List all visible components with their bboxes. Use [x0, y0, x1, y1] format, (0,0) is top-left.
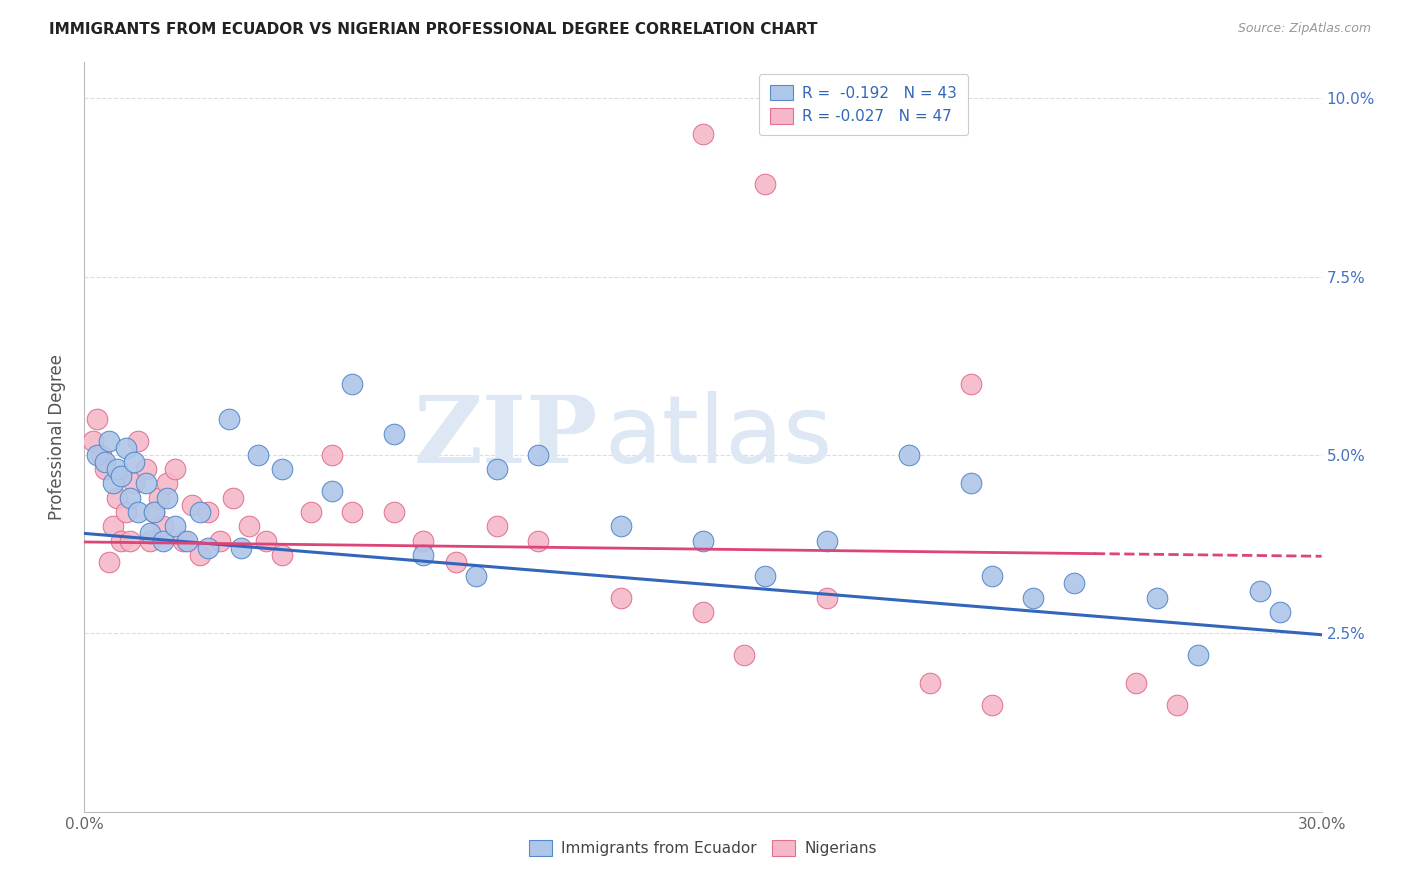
Point	[156, 491, 179, 505]
Point	[135, 462, 157, 476]
Point	[143, 505, 166, 519]
Point	[229, 541, 252, 555]
Point	[188, 548, 211, 562]
Point	[527, 533, 550, 548]
Point	[485, 519, 508, 533]
Point	[321, 483, 343, 498]
Point	[152, 533, 174, 548]
Point	[118, 533, 141, 548]
Text: atlas: atlas	[605, 391, 832, 483]
Point	[165, 462, 187, 476]
Point	[382, 426, 405, 441]
Point	[222, 491, 245, 505]
Text: Source: ZipAtlas.com: Source: ZipAtlas.com	[1237, 22, 1371, 36]
Text: IMMIGRANTS FROM ECUADOR VS NIGERIAN PROFESSIONAL DEGREE CORRELATION CHART: IMMIGRANTS FROM ECUADOR VS NIGERIAN PROF…	[49, 22, 818, 37]
Legend: Immigrants from Ecuador, Nigerians: Immigrants from Ecuador, Nigerians	[522, 833, 884, 864]
Point	[609, 519, 631, 533]
Point	[980, 569, 1002, 583]
Point	[127, 434, 149, 448]
Point	[754, 177, 776, 191]
Point	[197, 505, 219, 519]
Point	[1063, 576, 1085, 591]
Y-axis label: Professional Degree: Professional Degree	[48, 354, 66, 520]
Point	[754, 569, 776, 583]
Point	[815, 533, 838, 548]
Point	[114, 505, 136, 519]
Point	[692, 127, 714, 141]
Point	[135, 476, 157, 491]
Point	[1125, 676, 1147, 690]
Point	[898, 448, 921, 462]
Point	[152, 519, 174, 533]
Point	[218, 412, 240, 426]
Point	[815, 591, 838, 605]
Point	[609, 591, 631, 605]
Point	[342, 376, 364, 391]
Point	[98, 555, 121, 569]
Point	[172, 533, 194, 548]
Point	[960, 476, 983, 491]
Point	[485, 462, 508, 476]
Point	[156, 476, 179, 491]
Point	[733, 648, 755, 662]
Point	[176, 533, 198, 548]
Text: ZIP: ZIP	[413, 392, 598, 482]
Point	[82, 434, 104, 448]
Point	[960, 376, 983, 391]
Point	[246, 448, 269, 462]
Point	[197, 541, 219, 555]
Point	[1022, 591, 1045, 605]
Point	[94, 462, 117, 476]
Point	[527, 448, 550, 462]
Point	[321, 448, 343, 462]
Point	[139, 526, 162, 541]
Point	[692, 533, 714, 548]
Point	[188, 505, 211, 519]
Point	[271, 548, 294, 562]
Point	[209, 533, 232, 548]
Point	[86, 448, 108, 462]
Point	[90, 448, 112, 462]
Point	[86, 412, 108, 426]
Point	[271, 462, 294, 476]
Point	[412, 548, 434, 562]
Point	[103, 476, 125, 491]
Point	[465, 569, 488, 583]
Point	[94, 455, 117, 469]
Point	[412, 533, 434, 548]
Point	[105, 491, 128, 505]
Point	[180, 498, 202, 512]
Point	[114, 441, 136, 455]
Point	[118, 491, 141, 505]
Point	[238, 519, 260, 533]
Point	[139, 533, 162, 548]
Point	[122, 455, 145, 469]
Point	[444, 555, 467, 569]
Point	[1146, 591, 1168, 605]
Point	[918, 676, 941, 690]
Point	[1249, 583, 1271, 598]
Point	[148, 491, 170, 505]
Point	[1187, 648, 1209, 662]
Point	[122, 476, 145, 491]
Point	[1270, 605, 1292, 619]
Point	[110, 469, 132, 483]
Point	[110, 533, 132, 548]
Point	[143, 505, 166, 519]
Point	[299, 505, 322, 519]
Point	[165, 519, 187, 533]
Point	[254, 533, 277, 548]
Point	[105, 462, 128, 476]
Point	[382, 505, 405, 519]
Point	[1166, 698, 1188, 712]
Point	[103, 519, 125, 533]
Point	[127, 505, 149, 519]
Point	[980, 698, 1002, 712]
Point	[692, 605, 714, 619]
Point	[342, 505, 364, 519]
Point	[98, 434, 121, 448]
